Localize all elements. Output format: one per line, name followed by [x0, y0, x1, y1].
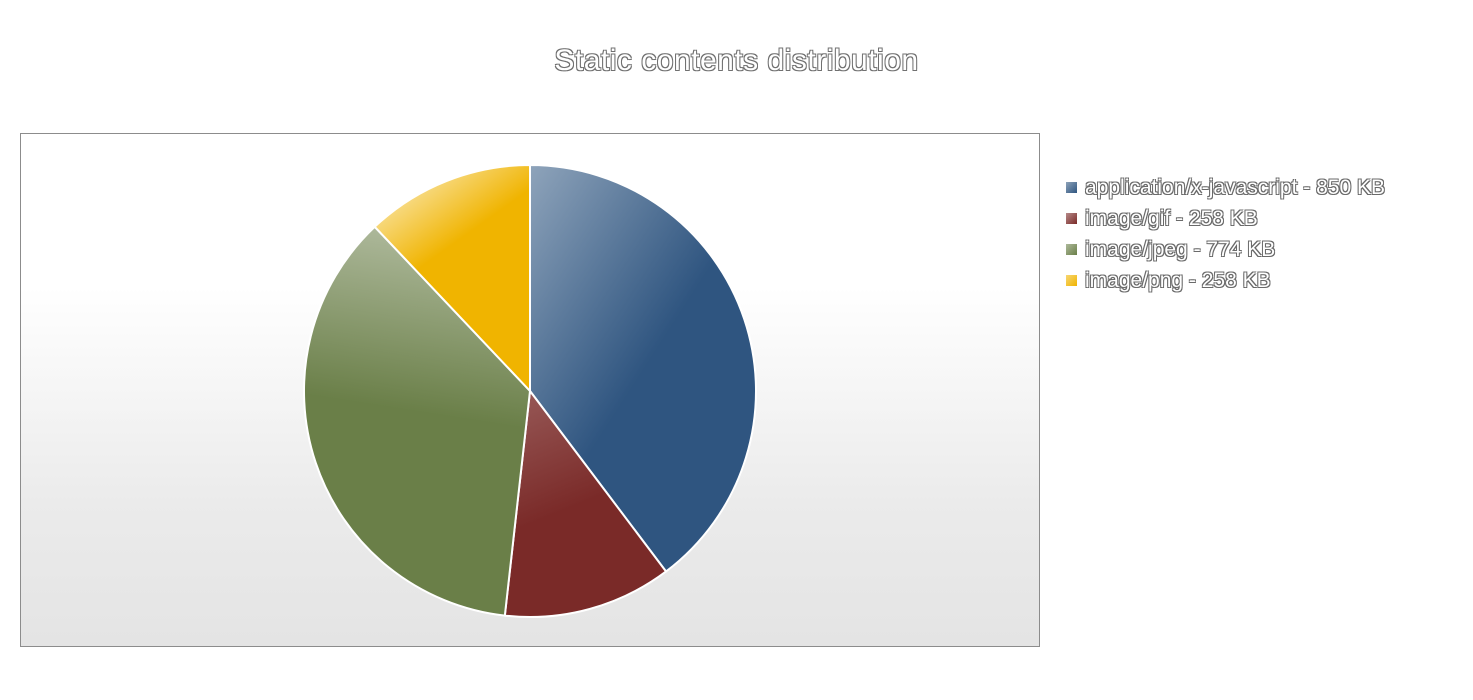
- legend-label: image/png - 258 KB: [1085, 268, 1271, 292]
- legend-label: application/x-javascript - 850 KB: [1085, 175, 1385, 199]
- legend-item: image/png - 258 KB: [1066, 265, 1385, 296]
- legend-swatch: [1066, 213, 1077, 224]
- legend: application/x-javascript - 850 KB image/g…: [1066, 172, 1385, 296]
- legend-item: image/jpeg - 774 KB: [1066, 234, 1385, 265]
- legend-swatch: [1066, 244, 1077, 255]
- legend-swatch: [1066, 275, 1077, 286]
- legend-label: image/gif - 258 KB: [1085, 206, 1258, 230]
- legend-item: application/x-javascript - 850 KB: [1066, 172, 1385, 203]
- legend-item: image/gif - 258 KB: [1066, 203, 1385, 234]
- pie-slice-0: [529, 163, 757, 573]
- chart-title: Static contents distribution: [554, 44, 919, 77]
- pie-slice-2: [303, 225, 532, 617]
- legend-swatch: [1066, 182, 1077, 193]
- legend-label: image/jpeg - 774 KB: [1085, 237, 1276, 261]
- pie-slice-3: [373, 163, 531, 394]
- pie-slices: [303, 163, 757, 618]
- pie-slice-1: [503, 388, 668, 618]
